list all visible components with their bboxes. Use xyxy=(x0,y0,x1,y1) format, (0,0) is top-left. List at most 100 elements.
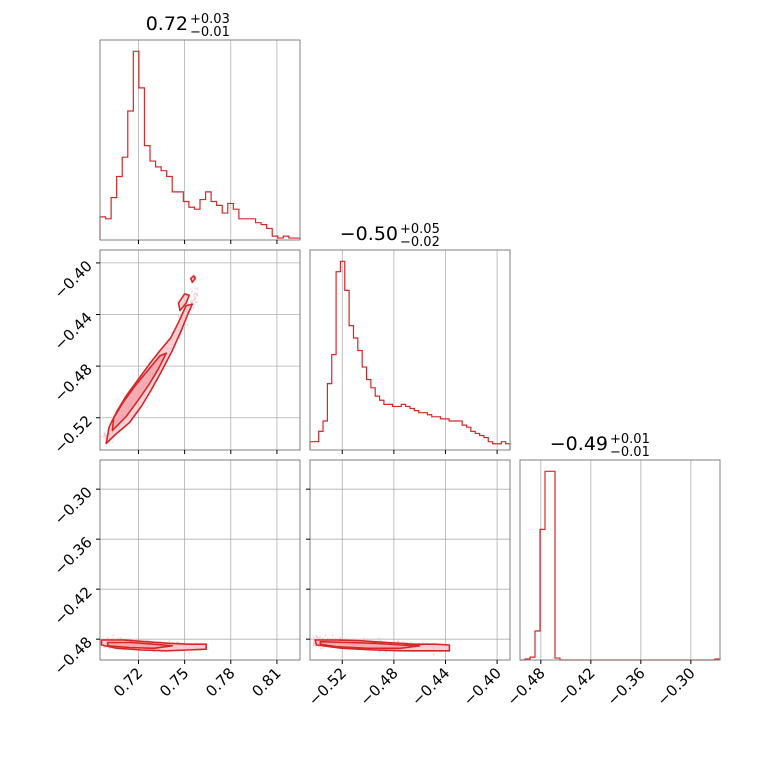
x-tick-label: 0.72 xyxy=(110,664,146,700)
sample-point xyxy=(194,287,197,290)
x-tick-label: −0.36 xyxy=(603,664,648,709)
panel-title-median: −0.50 xyxy=(340,223,398,245)
sample-point xyxy=(168,640,171,642)
sample-point xyxy=(190,301,193,304)
sample-point xyxy=(191,290,193,293)
panel-title-plus: +0.05 xyxy=(400,222,440,237)
panel-frame xyxy=(99,249,301,451)
sample-point xyxy=(192,306,195,309)
sample-point xyxy=(109,647,111,650)
sample-point xyxy=(188,651,191,654)
histogram-steps xyxy=(520,470,721,661)
sample-point xyxy=(178,337,181,340)
x-tick-label: −0.48 xyxy=(503,664,548,709)
sample-point xyxy=(432,653,435,656)
sample-point xyxy=(104,435,107,438)
scatter-content xyxy=(100,275,199,445)
contour-inner xyxy=(111,352,167,432)
panel-frame xyxy=(519,459,721,661)
x-tick-label: 0.81 xyxy=(248,664,284,700)
sample-point xyxy=(313,637,315,639)
x-tick-label: −0.44 xyxy=(408,664,453,709)
panel-title-median: −0.49 xyxy=(550,433,608,455)
sample-point xyxy=(194,300,197,303)
sample-point xyxy=(194,297,197,300)
sample-point xyxy=(319,647,322,650)
x-tick-label: −0.40 xyxy=(460,664,505,709)
x-tick-label: −0.52 xyxy=(305,664,350,709)
sample-point xyxy=(190,300,192,302)
sample-point xyxy=(117,637,119,640)
sample-point xyxy=(322,637,325,640)
y-tick-label: −0.40 xyxy=(51,257,96,302)
x-tick-label: 0.78 xyxy=(202,664,238,700)
y-tick-label: −0.48 xyxy=(51,633,96,678)
sample-point xyxy=(312,640,315,643)
sample-point xyxy=(193,293,195,296)
y-tick-label: −0.48 xyxy=(51,360,96,405)
hist-panel-2: −0.50 +0.05−0.02 xyxy=(309,222,511,454)
sample-point xyxy=(322,647,325,649)
sample-point xyxy=(409,641,412,644)
contour-inner xyxy=(106,641,174,650)
sample-point xyxy=(103,646,106,649)
sample-point xyxy=(112,634,115,637)
panel-title-plus: +0.01 xyxy=(610,432,650,447)
sample-point xyxy=(194,292,197,295)
x-tick-label: −0.42 xyxy=(553,664,598,709)
sample-point xyxy=(193,295,196,298)
sample-point xyxy=(339,637,342,639)
panel-frame xyxy=(99,39,301,241)
panel-frame xyxy=(99,459,301,661)
y-tick-label: −0.36 xyxy=(51,533,96,578)
sample-point xyxy=(315,635,317,637)
sample-point xyxy=(104,437,107,440)
sample-point xyxy=(312,642,315,645)
panel-frame xyxy=(309,249,511,451)
hist-panel-1: 0.72 +0.03−0.01 xyxy=(99,12,301,244)
scatter-content xyxy=(312,634,451,656)
sample-point xyxy=(145,639,147,641)
sample-point xyxy=(363,637,366,640)
panel-title-median: 0.72 xyxy=(146,13,188,35)
sample-point xyxy=(119,637,122,639)
x-tick-label: 0.75 xyxy=(156,664,192,700)
sample-point xyxy=(177,315,180,318)
scatter-panel-1-3: 0.72 0.75 0.78 0.81 −0.48 −0.42 −0.36 −0.30 xyxy=(51,459,301,700)
panel-title-minus: −0.02 xyxy=(400,235,440,250)
sample-point xyxy=(397,640,400,643)
sample-point xyxy=(331,634,334,637)
y-tick-label: −0.42 xyxy=(51,583,96,628)
sample-point xyxy=(103,434,106,436)
sample-point xyxy=(111,441,114,444)
sample-point xyxy=(378,650,381,653)
y-tick-label: −0.52 xyxy=(51,412,96,457)
scatter-content xyxy=(100,634,207,654)
sample-point xyxy=(378,637,381,640)
panel-title-minus: −0.01 xyxy=(610,445,650,460)
histogram-steps xyxy=(309,260,511,450)
sample-point xyxy=(100,435,103,438)
y-tick-label: −0.30 xyxy=(51,483,96,528)
panel-title-minus: −0.01 xyxy=(190,25,230,40)
sample-point xyxy=(318,637,321,640)
sample-point xyxy=(385,651,387,654)
contour-island xyxy=(190,275,197,284)
scatter-panel-1-2: −0.52 −0.48 −0.44 −0.40 xyxy=(51,249,301,457)
sample-point xyxy=(401,640,404,643)
x-tick-label: −0.48 xyxy=(356,664,401,709)
sample-point xyxy=(106,637,109,639)
sample-point xyxy=(103,436,105,439)
sample-point xyxy=(316,636,318,639)
panel-title-plus: +0.03 xyxy=(190,12,230,27)
sample-point xyxy=(192,299,195,302)
y-tick-label: −0.44 xyxy=(51,309,96,354)
x-tick-label: −0.30 xyxy=(653,664,698,709)
panel-frame xyxy=(309,459,511,661)
hist-panel-3: −0.48 −0.42 −0.36 −0.30 −0.49 +0.01−0.01 xyxy=(503,432,721,709)
sample-point xyxy=(160,651,163,653)
contour-island xyxy=(177,293,190,312)
contour-inner xyxy=(319,640,421,650)
sample-point xyxy=(196,293,199,295)
scatter-panel-2-3: −0.52 −0.48 −0.44 −0.40 xyxy=(305,459,511,709)
